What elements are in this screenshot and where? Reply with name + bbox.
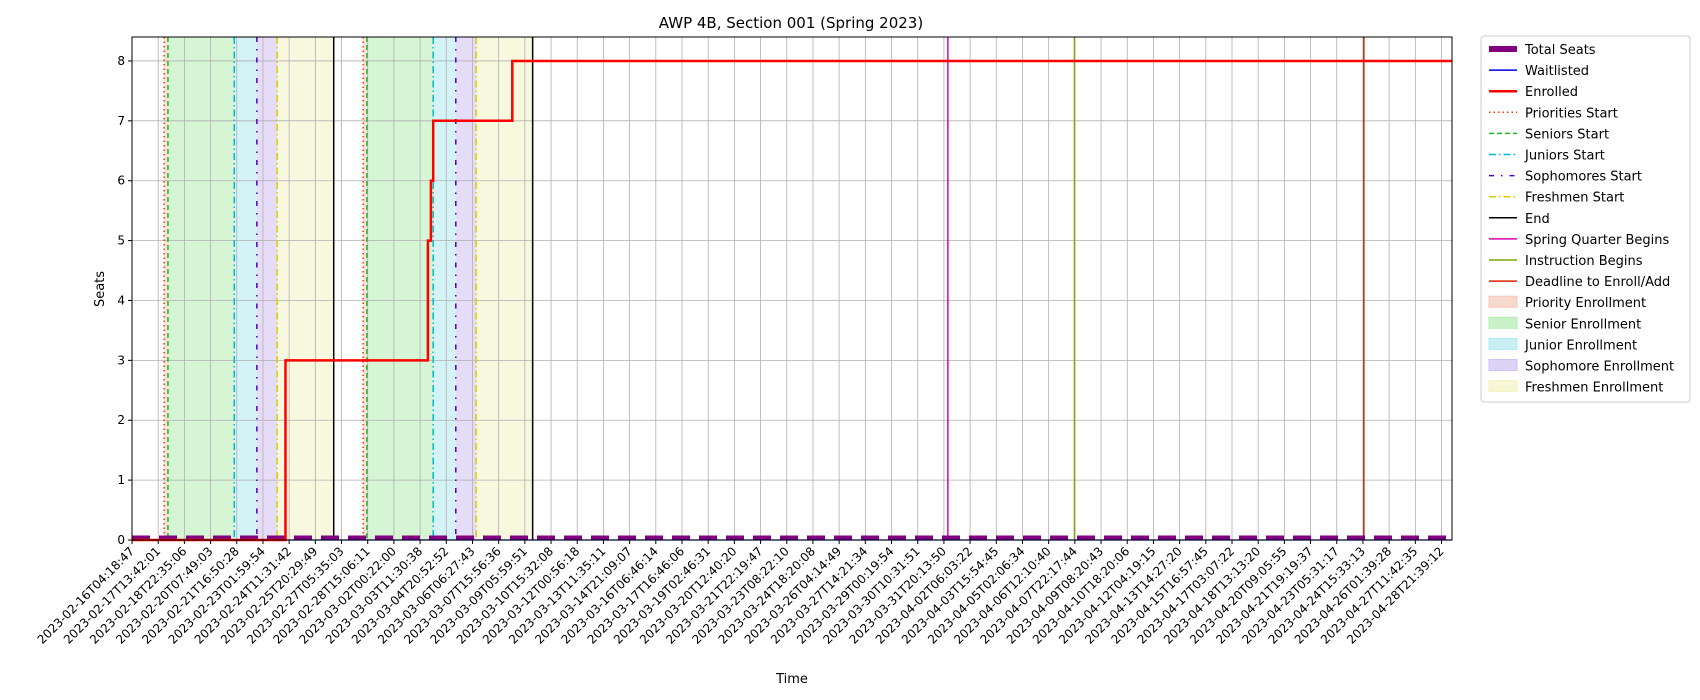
- legend-frame: [1480, 35, 1691, 403]
- y-tick-label: 6: [117, 174, 125, 188]
- y-tick-label: 2: [117, 413, 125, 427]
- legend-label: Spring Quarter Begins: [1525, 233, 1669, 248]
- legend-label: Sophomores Start: [1525, 170, 1642, 185]
- legend-swatch: [1488, 380, 1518, 393]
- x-axis-title: Time: [775, 672, 808, 687]
- legend-swatch: [1488, 295, 1518, 308]
- y-tick-label: 1: [117, 473, 125, 487]
- legend: Total Seats Waitlisted Enrolled Priorities …: [1480, 35, 1691, 403]
- phase-band: [256, 37, 278, 540]
- y-tick-label: 3: [117, 353, 125, 367]
- phase-band: [164, 37, 168, 540]
- plot-frame: [131, 36, 1453, 541]
- y-tick-label: 7: [117, 114, 125, 128]
- phase-band: [366, 37, 434, 540]
- legend-label: Sophomore Enrollment: [1525, 360, 1674, 375]
- x-axis: 2023-02-16T04:18:472023-02-17T13:42:0120…: [35, 540, 1447, 647]
- phase-band: [476, 37, 533, 540]
- legend-label: Freshmen Enrollment: [1525, 381, 1663, 396]
- legend-label: Junior Enrollment: [1524, 338, 1637, 353]
- legend-label: Enrolled: [1525, 85, 1578, 100]
- legend-swatch: [1488, 359, 1518, 371]
- chart-title: AWP 4B, Section 001 (Spring 2023): [659, 14, 923, 32]
- legend-label: Senior Enrollment: [1525, 317, 1641, 332]
- legend-label: Waitlisted: [1525, 64, 1589, 79]
- y-axis-title: Seats: [93, 271, 108, 307]
- legend-swatch: [1488, 316, 1518, 329]
- event-lines: [163, 37, 1365, 540]
- y-axis: 0 1 2 3 4 5 6 7 8: [117, 54, 132, 547]
- legend-swatch: [1488, 337, 1518, 350]
- y-tick-label: 8: [117, 54, 125, 68]
- legend-label: Priority Enrollment: [1525, 296, 1646, 311]
- legend-label: Seniors Start: [1525, 127, 1609, 142]
- y-tick-label: 4: [117, 293, 125, 307]
- legend-label: Deadline to Enroll/Add: [1525, 275, 1670, 290]
- series-enrolled: [132, 59, 1452, 542]
- phase-band: [433, 37, 456, 540]
- legend-label: Priorities Start: [1525, 106, 1618, 121]
- phase-band: [363, 37, 367, 540]
- phase-band: [455, 37, 477, 540]
- phase-band: [234, 37, 257, 540]
- y-tick-label: 0: [117, 533, 125, 547]
- legend-label: Instruction Begins: [1525, 254, 1643, 269]
- legend-label: Freshmen Start: [1525, 191, 1624, 206]
- legend-label: Total Seats: [1524, 43, 1596, 58]
- legend-label: Juniors Start: [1524, 149, 1605, 164]
- phase-band: [167, 37, 235, 540]
- y-tick-label: 5: [117, 234, 125, 248]
- legend-label: End: [1525, 212, 1550, 227]
